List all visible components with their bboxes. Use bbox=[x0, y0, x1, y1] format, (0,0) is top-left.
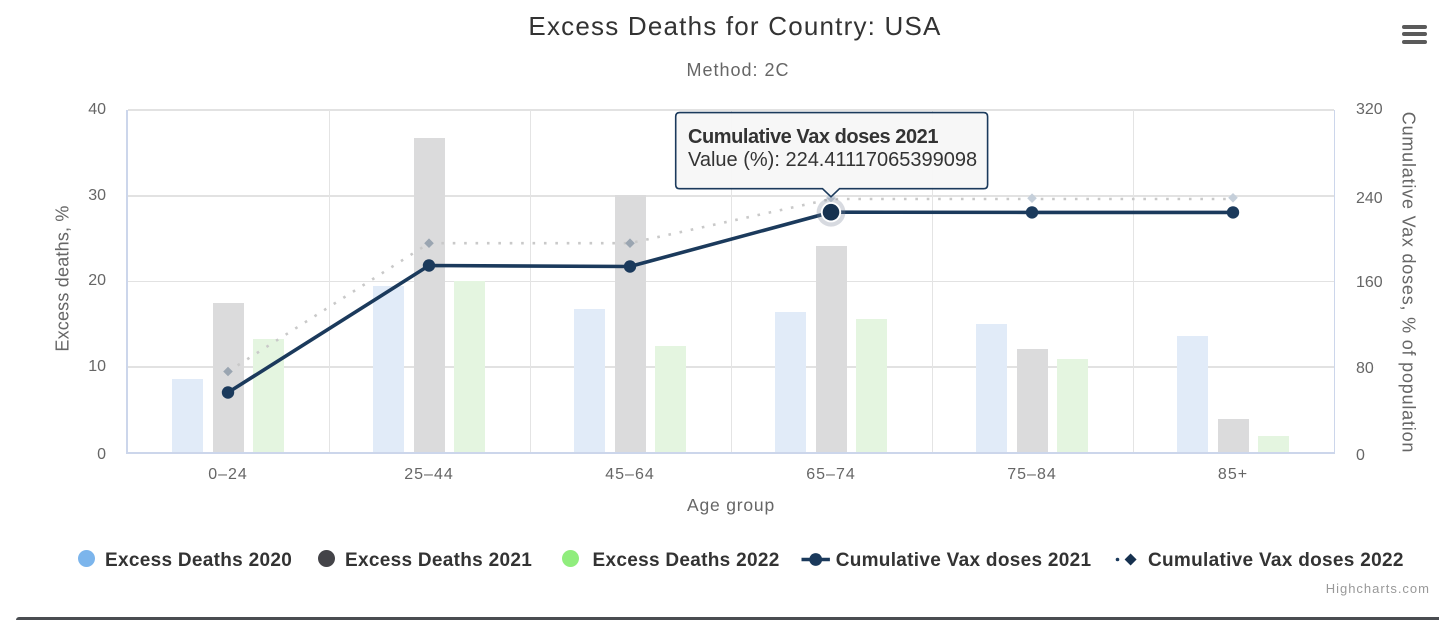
svg-text:Cumulative Vax doses 2021: Cumulative Vax doses 2021 bbox=[688, 126, 938, 148]
svg-text:Value (%): 224.41117065399098: Value (%): 224.41117065399098 bbox=[688, 149, 977, 171]
